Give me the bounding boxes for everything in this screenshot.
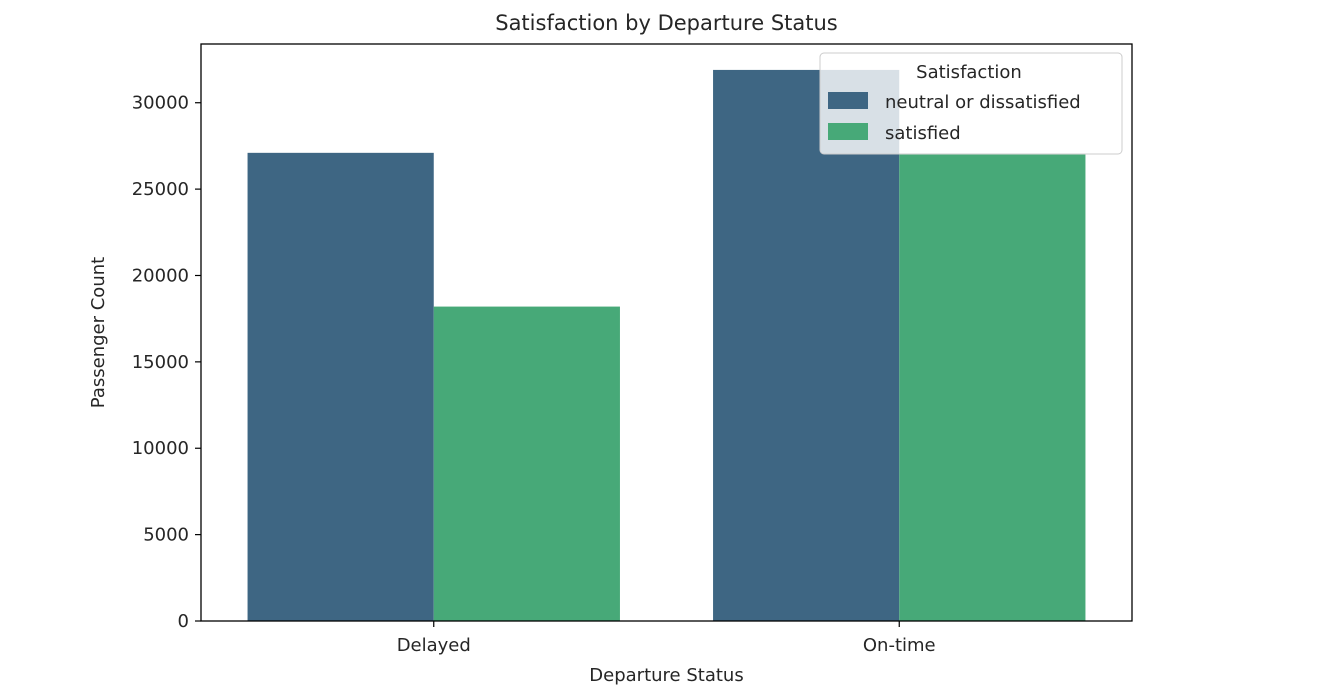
y-axis-label: Passenger Count (88, 257, 109, 408)
legend-title: Satisfaction (916, 62, 1022, 83)
y-tick-label: 5000 (143, 525, 189, 546)
legend-swatch (828, 92, 868, 109)
x-tick-label: Delayed (397, 635, 471, 656)
legend-box (819, 52, 1123, 155)
legend: Satisfaction neutral or dissatisfied sati… (819, 52, 1123, 155)
bar-on-time-neutral-or-dissatisfied (713, 69, 900, 622)
axes-frame (200, 43, 1133, 622)
x-tick-label: On-time (863, 635, 936, 656)
x-axis-label: Departure Status (589, 665, 743, 686)
bar-delayed-satisfied (433, 306, 620, 621)
y-tick-label: 30000 (132, 93, 189, 114)
legend-label: neutral or dissatisfied (885, 92, 1081, 113)
y-tick-label: 0 (178, 611, 189, 632)
legend-swatch (828, 123, 868, 140)
y-tick-label: 10000 (132, 438, 189, 459)
y-tick-label: 15000 (132, 352, 189, 373)
plot-area: 0 5000 10000 15000 20000 25000 30000 Delayed On-… (132, 43, 1133, 656)
chart-title: Satisfaction by Departure Status (495, 11, 838, 35)
y-tick-label: 25000 (132, 179, 189, 200)
bar-delayed-neutral-or-dissatisfied (247, 152, 434, 621)
bar-on-time-satisfied (899, 154, 1086, 622)
legend-label: satisfied (885, 123, 961, 144)
y-tick-label: 20000 (132, 265, 189, 286)
